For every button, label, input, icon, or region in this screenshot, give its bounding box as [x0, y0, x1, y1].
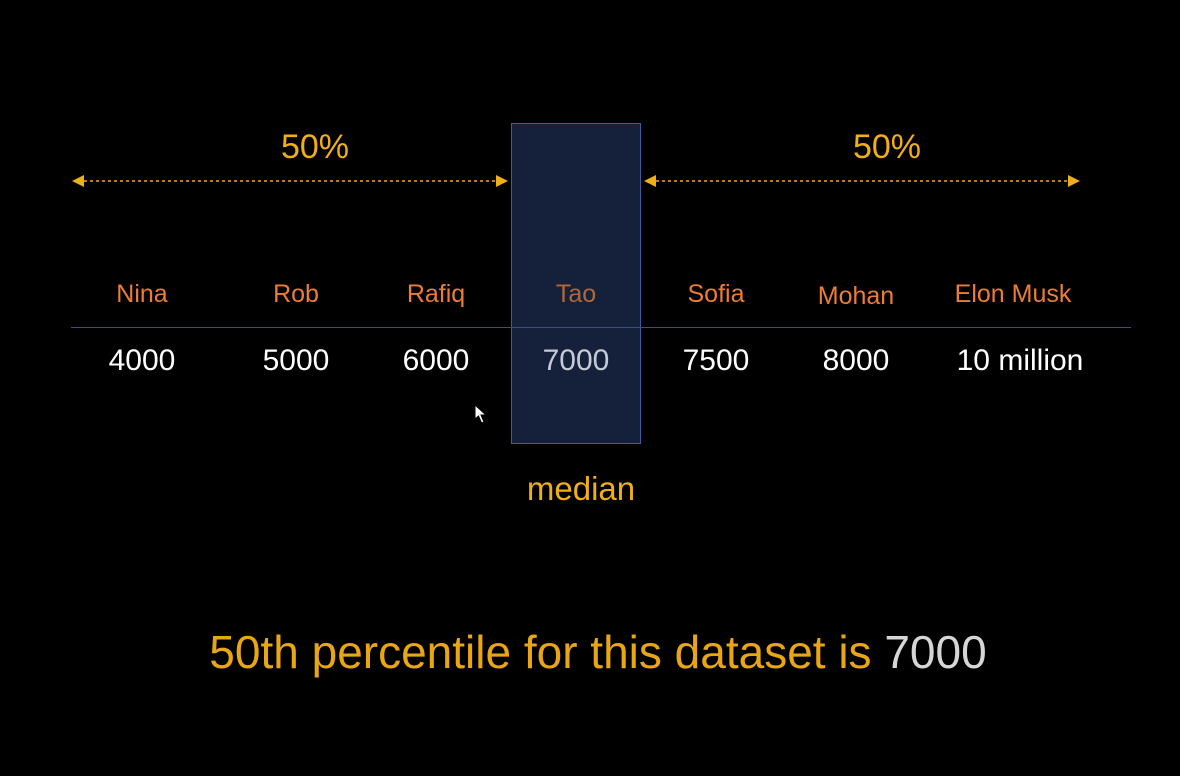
left-arrowhead-left — [72, 175, 84, 187]
person-name: Nina — [116, 280, 168, 308]
left-percent-label: 50% — [280, 128, 350, 166]
right-percent-label: 50% — [852, 128, 922, 166]
median-highlight-box — [511, 123, 641, 444]
person-name: Rafiq — [406, 280, 466, 308]
person-value: 10 million — [956, 344, 1084, 377]
left-arrowhead-right — [496, 175, 508, 187]
caption: 50th percentile for this dataset is 7000 — [0, 625, 1180, 679]
right-arrowhead-left — [644, 175, 656, 187]
caption-text: 50th percentile for this dataset is — [209, 626, 885, 678]
person-value: 6000 — [402, 344, 470, 377]
person-value: 5000 — [262, 344, 330, 377]
caption-value: 7000 — [884, 626, 987, 678]
right-arrowhead-right — [1068, 175, 1080, 187]
mouse-cursor-icon — [474, 404, 488, 424]
person-value: 8000 — [822, 344, 890, 377]
person-name: Sofia — [687, 280, 745, 308]
person-value: 4000 — [108, 344, 176, 377]
person-value: 7500 — [682, 344, 750, 377]
person-value-median: 7000 — [542, 344, 610, 377]
median-label: median — [526, 470, 636, 507]
person-name: Elon Musk — [954, 280, 1072, 308]
person-name: Rob — [273, 280, 319, 308]
divider-line — [71, 327, 1131, 328]
person-name-median: Tao — [555, 280, 597, 308]
person-name: Mohan — [817, 282, 895, 310]
